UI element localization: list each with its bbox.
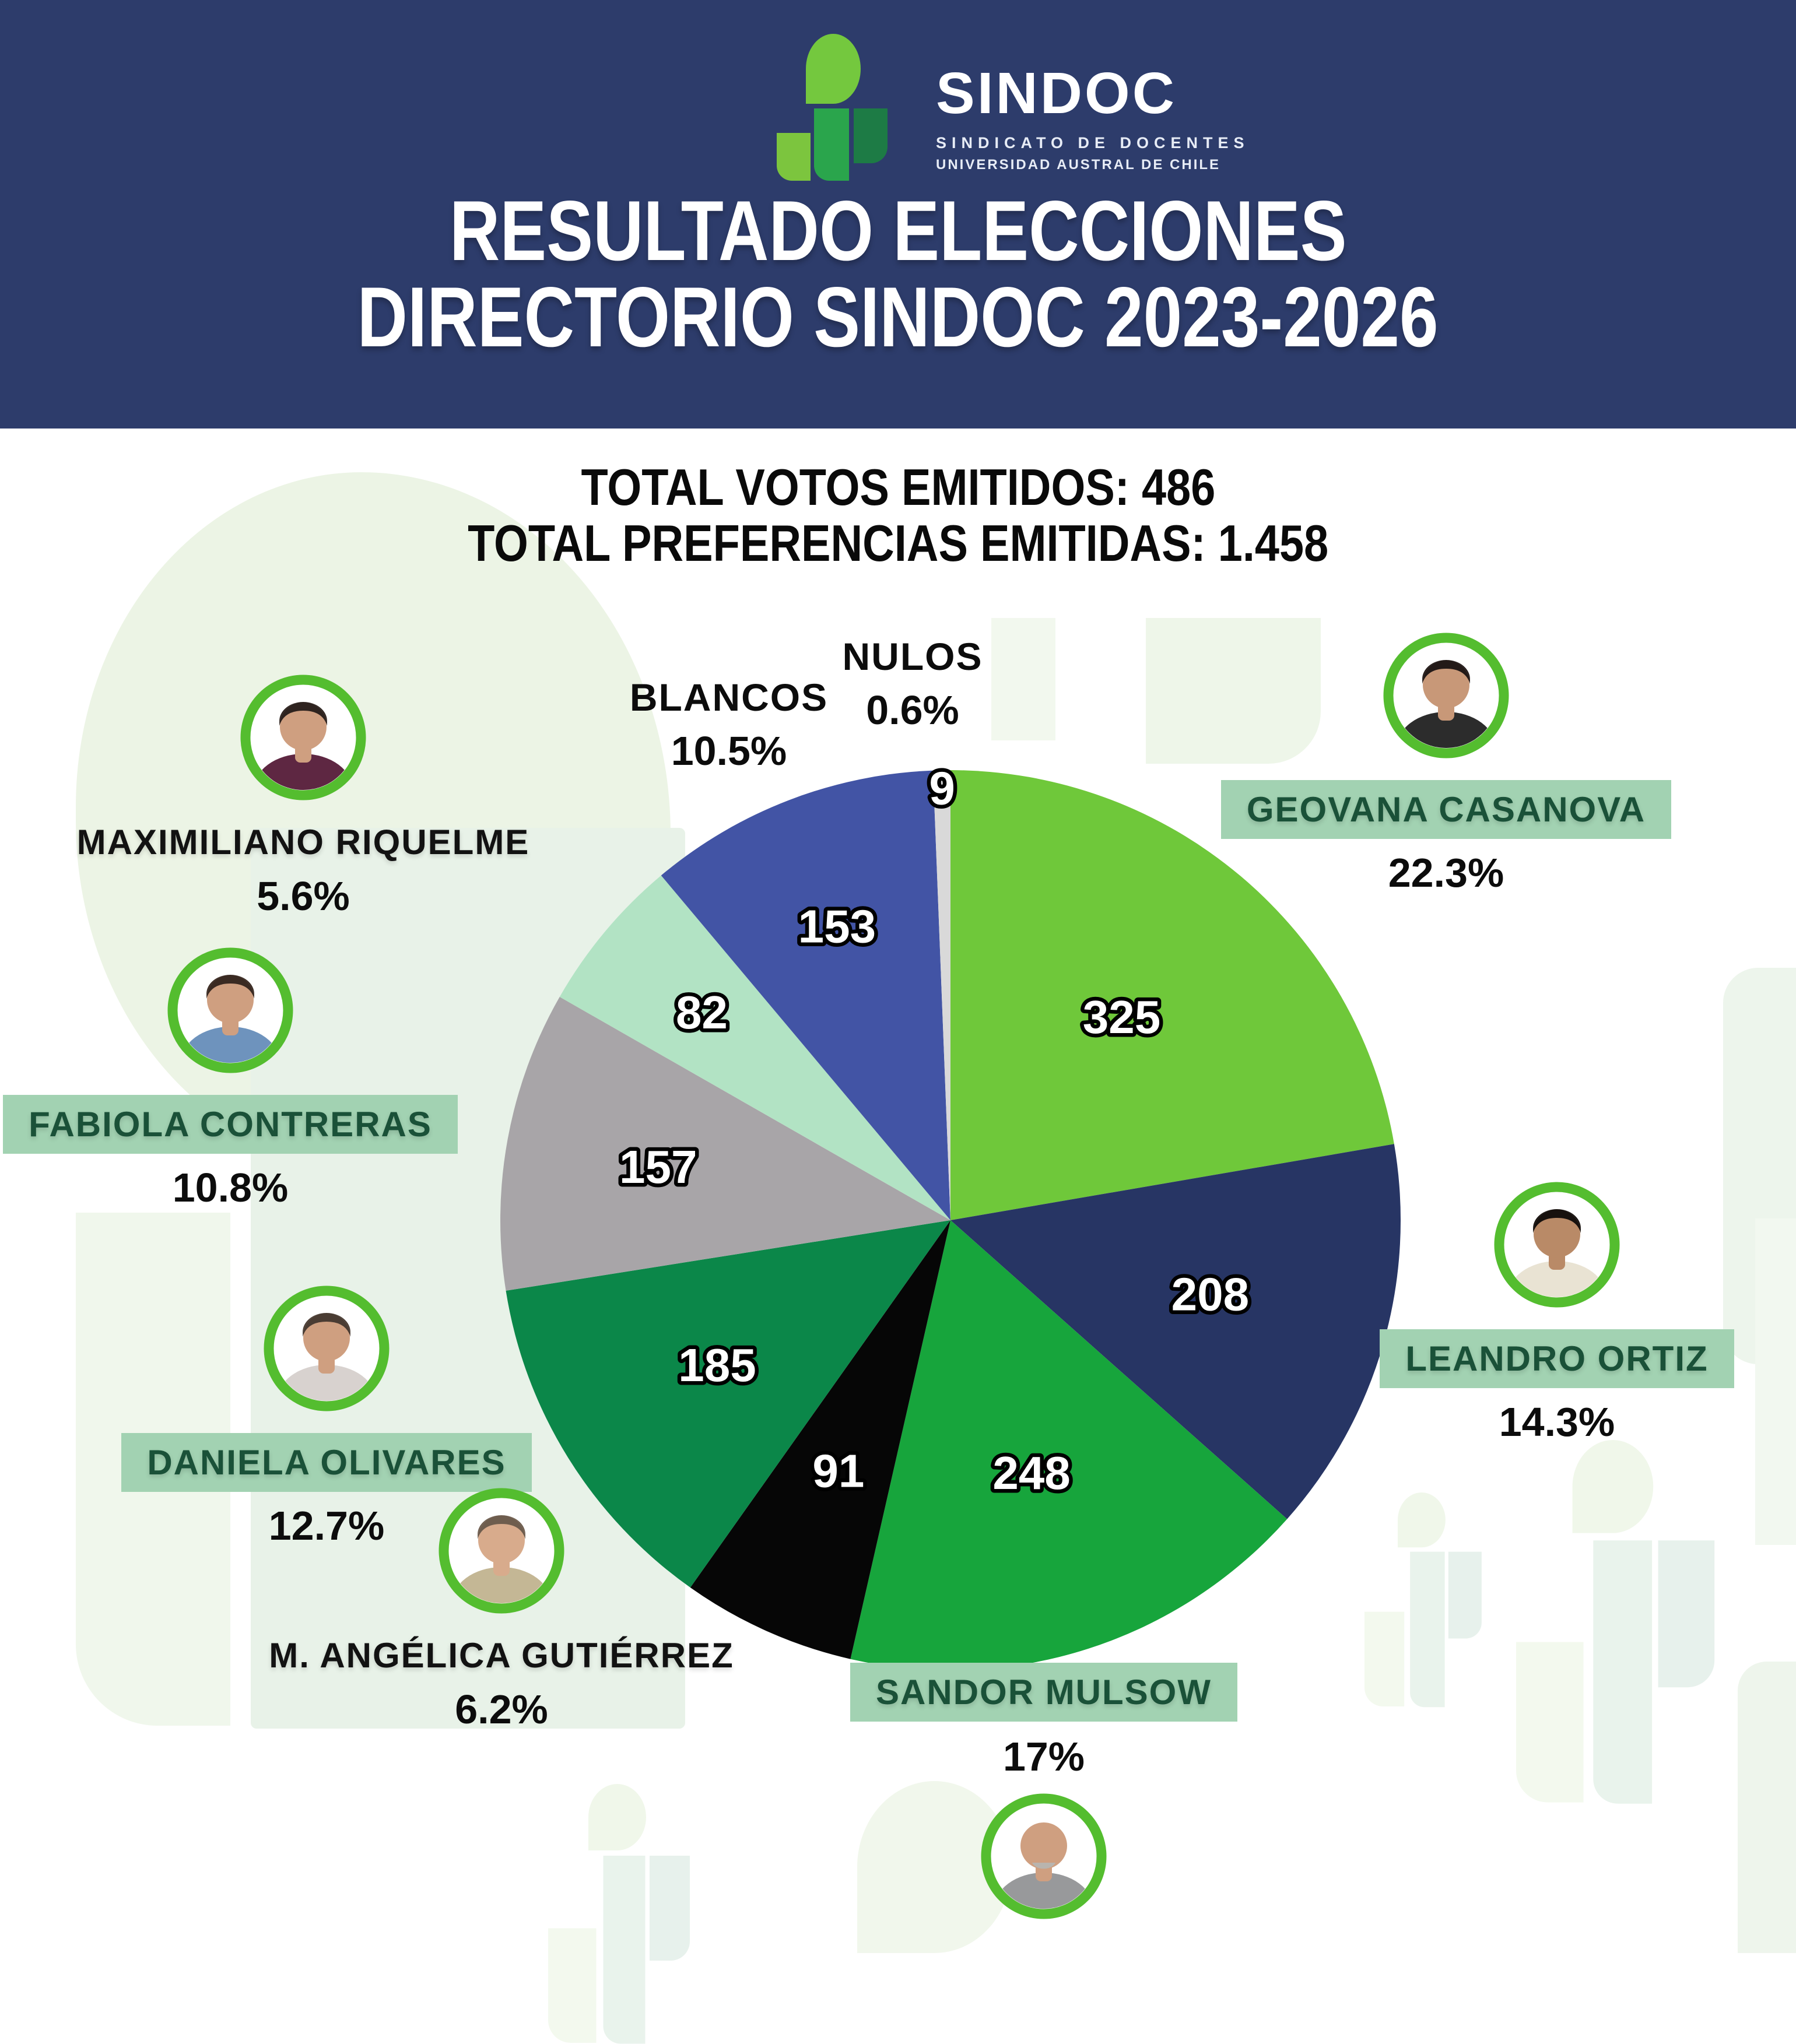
candidate-percent: 10.8% [172,1165,289,1210]
pie-slice-sandor-mulsow[interactable] [850,1220,1288,1670]
pie-slice-nulos[interactable] [933,770,950,1220]
blancos-label: BLANCOS 10.5% [551,675,907,774]
candidate-card-angelica: M. ANGÉLICA GUTIÉRREZ 6.2% [233,1484,770,1733]
header-banner: SINDOC SINDICATO DE DOCENTES UNIVERSIDAD… [0,0,1796,429]
results-pie-chart: 325 208 248 91 185 157 82 153 9 [500,758,1401,1670]
candidate-photo [439,1488,564,1614]
watermark-shape [1516,1642,1584,1803]
sindoc-logo-icon [776,34,913,181]
pie-slice-leandro-ortiz[interactable] [950,1144,1401,1519]
pie-value-label: 157 [619,1141,697,1193]
candidate-card-fabiola: FABIOLA CONTRERAS 10.8% [0,943,499,1211]
pie-value-label: 91 [812,1445,864,1497]
candidate-photo [240,675,366,800]
candidate-name: MAXIMILIANO RIQUELME [76,823,530,862]
background-bar-top-mid-2 [991,618,1055,740]
candidate-photo [264,1286,390,1411]
logo-leaf-shape [806,34,861,104]
candidate-percent: 5.6% [257,873,350,919]
blancos-percent: 10.5% [671,728,787,774]
title-line-1: RESULTADO ELECCIONES [449,183,1347,278]
candidate-percent: 17% [1002,1734,1085,1779]
nulos-label: NULOS 0.6% [776,634,1050,733]
pie-slice-geovana-casanova[interactable] [950,770,1394,1220]
background-bar-right-bottom [1738,1662,1796,1953]
brand-subtitle: SINDICATO DE DOCENTES [936,134,1250,152]
title-line-2: DIRECTORIO SINDOC 2023-2026 [357,269,1439,364]
watermark-shape [1448,1551,1482,1639]
candidate-card-geovana: GEOVANA CASANOVA 22.3% [1178,628,1714,896]
candidate-percent: 22.3% [1388,850,1504,895]
watermark-leaf-icon [1398,1492,1446,1548]
pie-slice-m-ang-lica-guti-rrez[interactable] [690,1220,950,1659]
sindoc-logo: SINDOC SINDICATO DE DOCENTES UNIVERSIDAD… [776,34,1250,181]
candidate-photo [1494,1182,1620,1308]
brand-name: SINDOC [936,61,1177,126]
pie-value-label: 208 [1171,1269,1249,1320]
background-bar-top-mid [1146,618,1321,764]
candidate-percent: 12.7% [268,1503,385,1548]
nulos-percent: 0.6% [866,687,959,733]
candidate-name: SANDOR MULSOW [850,1663,1237,1722]
pie-slice-blancos[interactable] [661,770,950,1220]
candidate-card-sandor: SANDOR MULSOW 17% [776,1663,1312,1923]
page-title: RESULTADO ELECCIONES DIRECTORIO SINDOC 2… [0,188,1796,360]
candidate-percent: 6.2% [455,1687,548,1732]
logo-bar-shape [777,133,811,181]
candidate-card-leandro: LEANDRO ORTIZ 14.3% [1289,1178,1796,1445]
candidate-name: M. ANGÉLICA GUTIÉRREZ [269,1636,734,1675]
total-votes: TOTAL VOTOS EMITIDOS: 486 [581,458,1215,516]
nulos-name: NULOS [842,635,983,678]
pie-value-label: 185 [678,1339,756,1391]
candidate-name: DANIELA OLIVARES [121,1433,532,1492]
candidate-photo [167,947,293,1073]
pie-value-label: 82 [676,986,728,1038]
totals-summary: TOTAL VOTOS EMITIDOS: 486 TOTAL PREFEREN… [0,459,1796,571]
background-bar-right-2 [1755,1218,1796,1545]
pie-slice-maximiliano-riquelme[interactable] [559,875,950,1220]
watermark-shape [1658,1540,1715,1688]
candidate-name: FABIOLA CONTRERAS [3,1095,458,1154]
total-preferences: TOTAL PREFERENCIAS EMITIDAS: 1.458 [467,514,1329,572]
watermark-shape [1593,1540,1653,1804]
candidate-card-daniela: DANIELA OLIVARES 12.7% [58,1281,595,1549]
pie-value-label: 325 [1083,991,1160,1043]
logo-bar-shape [814,108,849,181]
candidate-photo [1383,633,1509,758]
watermark-leaf-icon [1572,1440,1654,1533]
logo-bar-shape [854,108,888,163]
blancos-name: BLANCOS [629,676,829,719]
candidate-name: GEOVANA CASANOVA [1220,780,1672,839]
candidate-percent: 14.3% [1499,1399,1615,1445]
watermark-shape [1364,1611,1405,1707]
pie-value-label: 9 [929,763,955,814]
pie-slice-fabiola-contreras[interactable] [500,996,950,1291]
candidate-name: LEANDRO ORTIZ [1380,1329,1734,1388]
candidate-photo [981,1793,1107,1919]
pie-slice-daniela-olivares[interactable] [506,1220,950,1588]
brand-subtitle-2: UNIVERSIDAD AUSTRAL DE CHILE [936,157,1221,173]
pie-value-label: 153 [798,900,876,952]
watermark-shape [650,1856,690,1961]
candidate-card-maximiliano: MAXIMILIANO RIQUELME 5.6% [35,670,571,919]
watermark-shape [1410,1551,1445,1708]
pie-value-label: 248 [992,1447,1070,1499]
watermark-leaf-icon [588,1784,646,1850]
